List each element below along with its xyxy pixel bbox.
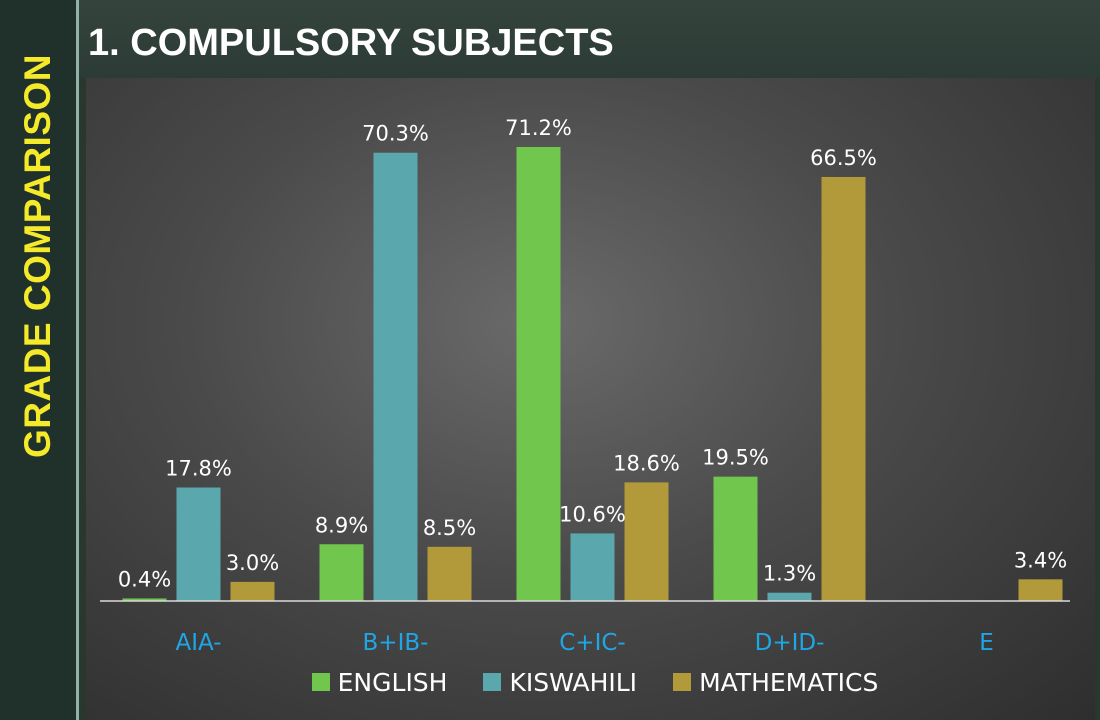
data-label-english-3: 19.5% [702,446,769,470]
x-tick-label: B+IB- [363,630,429,656]
legend-swatch [673,673,692,691]
legend-swatch [311,673,330,691]
data-label-english-1: 8.9% [315,513,368,537]
legend-item-mathematics: MATHEMATICS [673,668,878,697]
legend-item-kiswahili: KISWAHILI [483,668,637,697]
bar-mathematics-0 [230,581,275,601]
x-tick-label: E [979,630,994,656]
bar-english-2 [516,147,561,601]
chart-panel [86,78,1095,720]
legend-label: ENGLISH [337,667,448,697]
bar-mathematics-3 [821,176,866,601]
sidebar: GRADE COMPARISON [0,0,76,720]
data-label-kiswahili-2: 10.6% [559,502,626,526]
bar-kiswahili-1 [373,152,418,601]
bar-english-3 [713,476,758,601]
bar-kiswahili-3 [767,592,812,601]
sidebar-divider [76,0,79,720]
x-tick-label: AIA- [175,630,221,656]
bar-mathematics-1 [427,546,472,601]
bar-english-0 [122,598,167,601]
bar-mathematics-2 [624,482,669,601]
legend-swatch [483,673,502,691]
legend: ENGLISH KISWAHILI MATHEMATICS [0,662,1100,702]
x-tick-label: C+IC- [559,630,625,656]
x-tick-label: D+ID- [755,630,825,656]
data-label-english-0: 0.4% [118,567,171,591]
legend-label: KISWAHILI [509,667,638,697]
header-band [79,0,1100,78]
data-label-english-2: 71.2% [505,116,572,140]
data-label-kiswahili-3: 1.3% [763,562,816,586]
bar-kiswahili-0 [176,487,221,601]
data-label-mathematics-0: 3.0% [226,551,279,575]
data-label-mathematics-1: 8.5% [423,516,476,540]
data-label-mathematics-2: 18.6% [613,451,680,475]
data-label-kiswahili-0: 17.8% [165,457,232,481]
bar-mathematics-4 [1018,579,1063,601]
data-label-mathematics-4: 3.4% [1014,548,1067,572]
data-label-kiswahili-1: 70.3% [362,122,429,146]
legend-label: MATHEMATICS [699,667,879,697]
legend-item-english: ENGLISH [311,667,448,697]
bar-english-1 [319,544,364,601]
bar-kiswahili-2 [570,533,615,601]
page-title: 1. COMPULSORY SUBJECTS [88,22,614,64]
data-label-mathematics-3: 66.5% [810,146,877,170]
